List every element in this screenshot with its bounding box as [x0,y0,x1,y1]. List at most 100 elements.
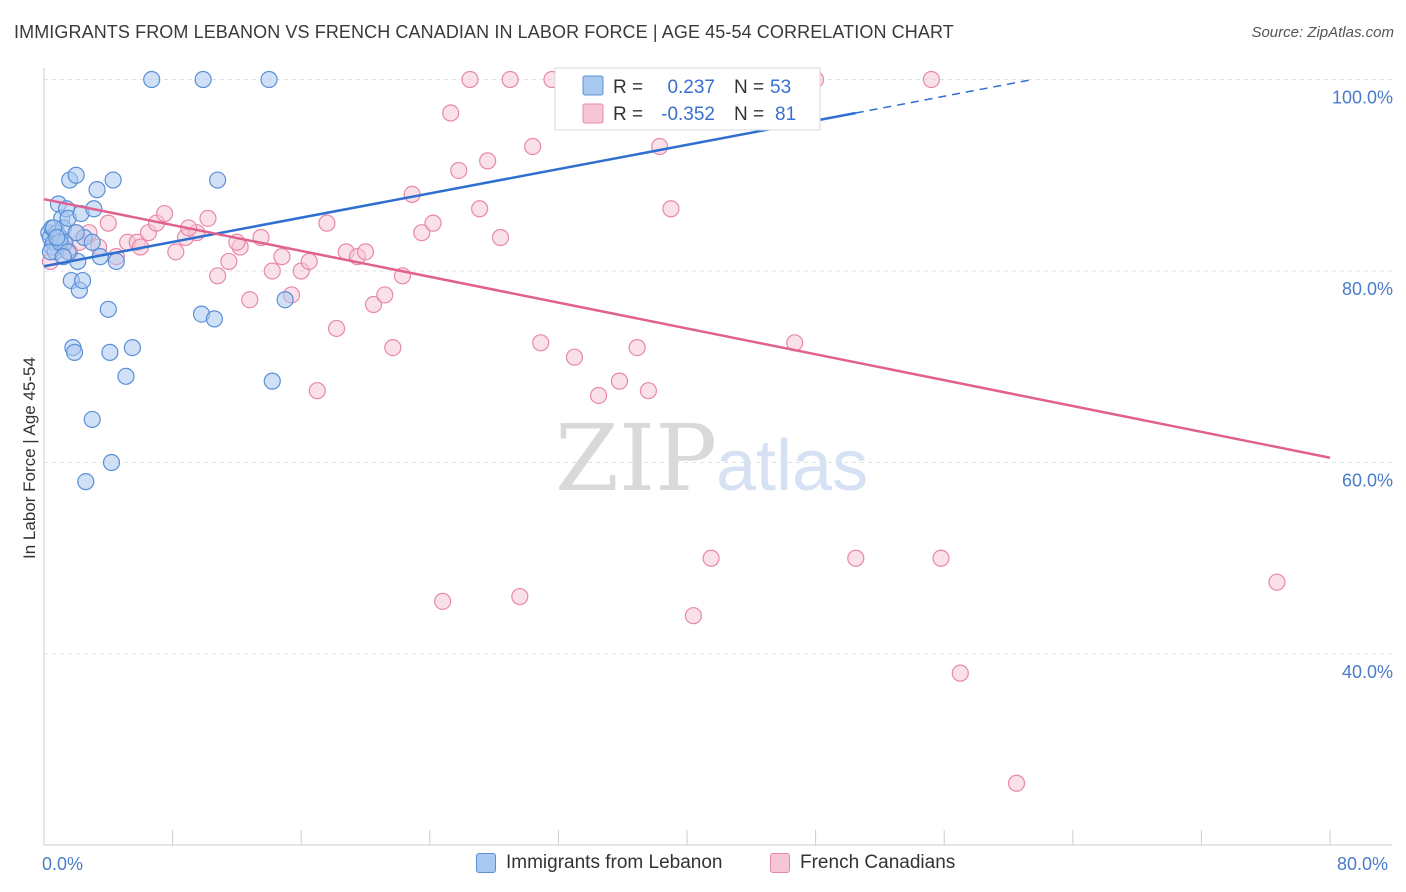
legend-swatch-french-canadians [770,853,790,873]
point-lebanon [102,453,121,472]
point-french-canadians [209,267,227,285]
point-lebanon [65,343,84,361]
point-lebanon [48,228,66,247]
legend-item-french-canadians: French Canadians [770,852,955,874]
point-french-canadians [220,252,238,271]
point-french-canadians [413,224,431,242]
point-french-canadians [384,339,402,357]
legend-n-value-1: 53 [770,77,791,98]
point-french-canadians [461,70,479,89]
point-lebanon [107,252,125,271]
point-lebanon [99,300,117,318]
point-lebanon [117,367,135,385]
trendline-lebanon [43,111,857,268]
point-lebanon [104,171,122,189]
watermark: ZIP atlas [555,405,868,512]
point-french-canadians [318,214,336,232]
point-french-canadians [167,243,185,261]
y-tick-labels: 40.0% 60.0% 80.0% 100.0% [1332,88,1393,683]
point-french-canadians [403,185,421,203]
point-lebanon [260,70,278,89]
legend-swatch-pink [582,103,604,124]
point-french-canadians [364,295,383,314]
point-french-canadians [511,587,529,606]
point-french-canadians [300,252,318,271]
legend-n-label-2: N = [734,104,764,125]
trendline-lebanon-extension [855,78,1033,114]
x-tick-label-min: 0.0% [42,854,83,874]
point-french-canadians [932,549,950,567]
point-lebanon [143,70,161,89]
x-tick-labels: 0.0% 80.0% [42,854,1388,874]
point-lebanon [73,271,92,290]
point-french-canadians [951,664,969,682]
y-tick-label: 60.0% [1342,471,1393,491]
point-lebanon [67,224,85,242]
y-tick-label: 80.0% [1342,279,1393,299]
point-lebanon [101,343,119,361]
point-french-canadians [442,104,460,122]
y-tick-label: 100.0% [1332,88,1393,108]
point-french-canadians [589,386,608,405]
point-french-canadians [450,161,468,180]
point-french-canadians [376,286,394,304]
legend-r-value-2: -0.352 [661,104,715,125]
point-lebanon [83,410,101,429]
legend-r-label-2: R = [613,104,643,125]
point-french-canadians [99,214,117,232]
point-french-canadians [356,243,375,261]
legend-n-value-2: 81 [775,104,796,125]
point-french-canadians [847,549,865,567]
point-french-canadians [628,339,646,357]
legend-swatch-blue [582,75,604,96]
point-french-canadians [565,348,584,366]
trendlines [43,78,1331,459]
x-tick-label-max: 80.0% [1337,854,1388,874]
point-french-canadians [434,592,452,610]
point-lebanon [263,372,281,390]
point-french-canadians [155,204,174,223]
point-french-canadians [524,137,542,156]
point-french-canadians [241,291,259,309]
point-lebanon [194,70,212,89]
point-french-canadians [471,200,489,218]
point-french-canadians [702,549,720,567]
legend-label-lebanon: Immigrants from Lebanon [506,852,723,873]
watermark-atlas: atlas [716,426,868,506]
point-french-canadians [327,319,346,338]
point-lebanon [123,339,142,357]
point-french-canadians [424,214,442,232]
chart-title: IMMIGRANTS FROM LEBANON VS FRENCH CANADI… [14,22,954,42]
point-french-canadians [273,248,291,266]
point-french-canadians [684,607,703,625]
point-lebanon [205,310,223,328]
point-lebanon [276,291,294,309]
point-french-canadians [501,70,519,89]
y-tick-label: 40.0% [1342,662,1393,682]
point-lebanon [77,473,95,491]
point-french-canadians [199,209,217,227]
legend-label-french-canadians: French Canadians [800,852,956,873]
point-lebanon [67,166,85,184]
point-french-canadians [532,334,550,352]
y-axis-label: In Labor Force | Age 45-54 [20,357,39,559]
series-legend: Immigrants from Lebanon French Canadians [0,850,1406,880]
point-french-canadians [491,228,510,247]
x-ticks [43,830,1331,845]
legend-r-label-1: R = [613,77,643,98]
point-lebanon [88,181,106,199]
series-immigrants-from-lebanon [40,70,760,491]
legend-n-label-1: N = [734,77,764,98]
point-french-canadians [1007,774,1026,792]
axes [43,68,1392,846]
point-french-canadians [610,372,629,390]
point-lebanon [209,171,227,189]
legend-swatch-lebanon [476,853,496,873]
point-french-canadians [662,200,680,218]
point-french-canadians [308,382,326,400]
stats-legend: R = 0.237 N = 53 R = -0.352 N = 81 [554,67,821,131]
legend-r-value-1: 0.237 [667,77,715,98]
gridlines [44,79,1392,655]
point-french-canadians [263,262,281,280]
